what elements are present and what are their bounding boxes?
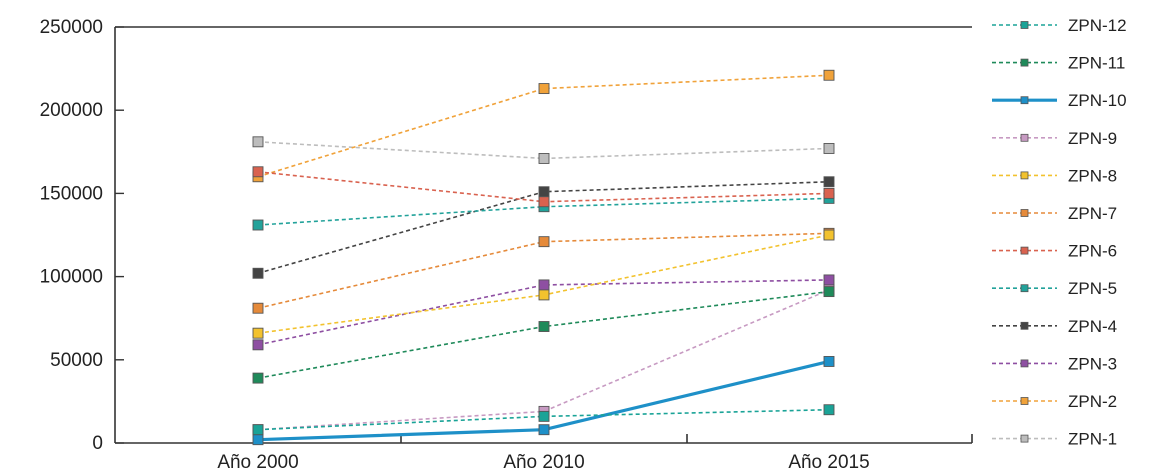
x-axis-ticks: Año 2000 Año 2010 Año 2015 bbox=[217, 452, 869, 473]
data-point-marker bbox=[538, 186, 550, 198]
legend-label: ZPN-5 bbox=[1068, 279, 1117, 298]
legend-item-zpn-2: ZPN-2 bbox=[992, 392, 1117, 411]
series-line bbox=[257, 408, 830, 431]
x-tick-label: Año 2010 bbox=[503, 452, 584, 473]
legend-label: ZPN-10 bbox=[1068, 91, 1127, 110]
data-point-marker bbox=[538, 279, 550, 291]
legend-label: ZPN-1 bbox=[1068, 430, 1117, 449]
data-point-marker bbox=[252, 372, 264, 384]
legend-marker-swatch bbox=[1020, 359, 1029, 368]
series-zpn-12 bbox=[252, 404, 835, 436]
legend-item-zpn-6: ZPN-6 bbox=[992, 242, 1117, 261]
legend-marker-swatch bbox=[1020, 321, 1029, 330]
y-tick-label: 0 bbox=[92, 433, 103, 454]
data-point-marker bbox=[252, 424, 264, 436]
legend-marker-swatch bbox=[1020, 21, 1029, 29]
legend-label: ZPN-9 bbox=[1068, 129, 1117, 148]
data-point-marker bbox=[823, 176, 835, 188]
data-point-marker bbox=[823, 274, 835, 286]
series-zpn-4 bbox=[252, 176, 835, 279]
legend-item-zpn-7: ZPN-7 bbox=[992, 204, 1117, 223]
data-point-marker bbox=[538, 196, 550, 208]
legend-marker-swatch bbox=[1020, 96, 1029, 105]
data-point-marker bbox=[823, 229, 835, 241]
legend-label: ZPN-11 bbox=[1068, 54, 1125, 73]
y-tick-label: 150000 bbox=[40, 183, 103, 204]
data-point-marker bbox=[823, 404, 835, 416]
legend-item-zpn-3: ZPN-3 bbox=[992, 354, 1117, 373]
series-zpn-3 bbox=[252, 274, 835, 351]
data-point-marker bbox=[823, 69, 835, 81]
y-tick-label: 200000 bbox=[40, 100, 103, 121]
data-point-marker bbox=[252, 136, 264, 148]
data-point-marker bbox=[252, 339, 264, 351]
series-zpn-1 bbox=[252, 136, 835, 164]
legend-marker-swatch bbox=[1020, 434, 1029, 443]
y-tick-label: 100000 bbox=[40, 267, 103, 288]
series-line bbox=[257, 74, 830, 178]
y-axis-ticks: 0 50000 100000 150000 200000 250000 bbox=[40, 17, 124, 454]
legend-item-zpn-8: ZPN-8 bbox=[992, 166, 1117, 185]
data-point-marker bbox=[538, 153, 550, 164]
data-point-marker bbox=[252, 267, 264, 279]
y-tick-label: 250000 bbox=[40, 17, 103, 38]
legend-item-zpn-12: ZPN-12 bbox=[992, 16, 1127, 35]
legend-marker-swatch bbox=[1020, 397, 1029, 405]
data-point-marker bbox=[823, 143, 835, 154]
legend-label: ZPN-2 bbox=[1068, 392, 1117, 411]
series-zpn-6 bbox=[252, 166, 835, 208]
data-point-marker bbox=[823, 187, 835, 199]
legend-marker-swatch bbox=[1020, 246, 1029, 255]
series-line bbox=[257, 289, 830, 431]
legend-label: ZPN-12 bbox=[1068, 16, 1127, 35]
data-point-marker bbox=[538, 321, 550, 332]
x-tick-label: Año 2000 bbox=[217, 452, 298, 473]
legend-marker-swatch bbox=[1020, 171, 1029, 180]
legend-item-zpn-4: ZPN-4 bbox=[992, 317, 1117, 336]
legend-item-zpn-9: ZPN-9 bbox=[992, 129, 1117, 148]
legend-item-zpn-10: ZPN-10 bbox=[992, 91, 1127, 110]
legend-item-zpn-5: ZPN-5 bbox=[992, 279, 1117, 298]
legend-marker-swatch bbox=[1020, 58, 1029, 67]
series-line bbox=[257, 290, 830, 379]
series-line bbox=[257, 141, 830, 160]
series-zpn-8 bbox=[252, 229, 835, 339]
data-point-marker bbox=[538, 289, 550, 301]
legend: ZPN-12 ZPN-11 ZPN-10 ZPN-9 ZPN-8 ZPN-7 ZPN-6 ZP… bbox=[992, 16, 1127, 449]
y-tick-label: 50000 bbox=[50, 350, 103, 371]
series-line bbox=[257, 197, 830, 226]
data-point-marker bbox=[538, 236, 550, 248]
legend-item-zpn-1: ZPN-1 bbox=[992, 430, 1117, 449]
data-point-marker bbox=[823, 286, 835, 298]
data-point-marker bbox=[252, 327, 264, 339]
legend-label: ZPN-4 bbox=[1068, 317, 1117, 336]
data-point-marker bbox=[252, 434, 264, 446]
x-tick-label: Año 2015 bbox=[788, 452, 869, 473]
legend-marker-swatch bbox=[1020, 209, 1029, 217]
legend-marker-swatch bbox=[1020, 133, 1029, 142]
data-point-marker bbox=[823, 356, 835, 367]
series-line bbox=[257, 232, 830, 309]
series-zpn-2 bbox=[252, 69, 835, 183]
data-point-marker bbox=[538, 83, 550, 95]
legend-item-zpn-11: ZPN-11 bbox=[992, 54, 1125, 73]
legend-marker-swatch bbox=[1020, 284, 1029, 293]
data-point-marker bbox=[252, 302, 264, 314]
legend-label: ZPN-3 bbox=[1068, 354, 1117, 373]
series-zpn-11 bbox=[252, 286, 835, 384]
series-zpn-10 bbox=[252, 356, 835, 446]
data-point-marker bbox=[252, 166, 264, 178]
series-zpn-7 bbox=[252, 227, 835, 314]
data-point-marker bbox=[538, 410, 550, 422]
legend-label: ZPN-8 bbox=[1068, 166, 1117, 185]
data-point-marker bbox=[252, 219, 264, 231]
data-point-marker bbox=[538, 424, 550, 436]
legend-label: ZPN-7 bbox=[1068, 204, 1117, 223]
series-lines bbox=[252, 69, 835, 446]
legend-label: ZPN-6 bbox=[1068, 242, 1117, 261]
